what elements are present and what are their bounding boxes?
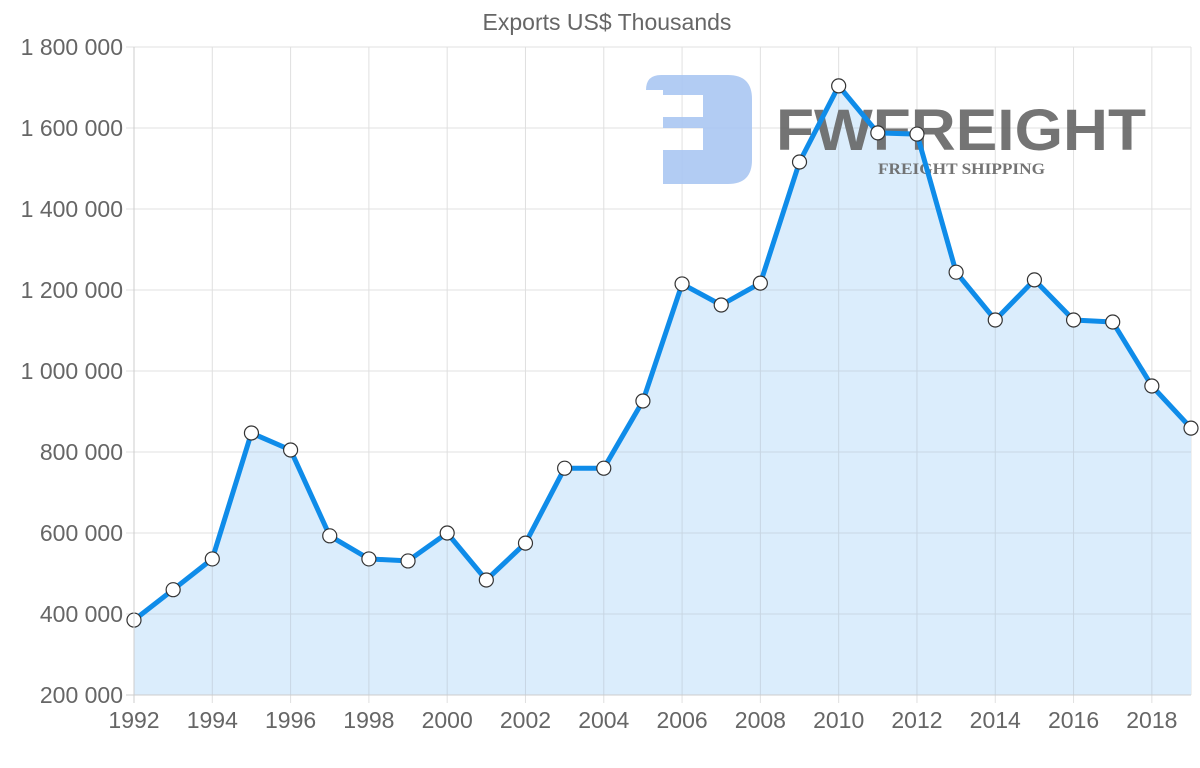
data-point-1996[interactable]	[282, 442, 299, 458]
x-tick-label: 1994	[187, 707, 238, 733]
x-tick-label: 1998	[343, 707, 394, 733]
y-tick-label: 1 200 000	[21, 277, 123, 303]
x-tick-label: 2004	[578, 707, 629, 733]
data-point-2006[interactable]	[674, 276, 690, 292]
data-point-2009[interactable]	[791, 154, 808, 170]
x-tick-label: 1992	[108, 707, 159, 733]
data-point-2014[interactable]	[987, 312, 1003, 328]
x-axis: 1992 1994 1996 1998 2000 2002 2004 2006 2008 2010…	[108, 694, 1191, 733]
x-tick-label: 2016	[1048, 707, 1099, 733]
data-point-2001[interactable]	[478, 572, 494, 588]
y-tick-label: 800 000	[40, 439, 123, 465]
watermark-tagline: FREIGHT SHIPPING	[878, 161, 1046, 178]
x-tick-label: 2018	[1126, 707, 1177, 733]
data-point-2011[interactable]	[870, 125, 886, 141]
area-fill-path	[134, 85, 1191, 695]
data-point-2003[interactable]	[557, 460, 573, 476]
fwfreight-watermark: FWFREIGHT FREIGHT SHIPPING	[646, 75, 1146, 184]
data-point-1999[interactable]	[400, 553, 416, 569]
x-tick-label: 2010	[813, 707, 864, 733]
data-point-1997[interactable]	[322, 528, 338, 544]
data-point-2004[interactable]	[596, 460, 612, 476]
x-tick-label: 2002	[500, 707, 551, 733]
chart-title: Exports US$ Thousands	[483, 9, 732, 35]
y-tick-label: 1 000 000	[21, 358, 123, 384]
data-point-2008[interactable]	[752, 275, 768, 291]
data-point-2015[interactable]	[1026, 272, 1043, 288]
y-tick-label: 400 000	[40, 601, 123, 627]
watermark-brand: FWFREIGHT	[776, 98, 1146, 163]
y-tick-label: 1 800 000	[21, 34, 123, 60]
x-tick-label: 1996	[265, 707, 316, 733]
series-line-path	[131, 83, 1194, 623]
data-point-1998[interactable]	[361, 551, 377, 567]
x-tick-label: 2014	[970, 707, 1021, 733]
fwfreight-logo-icon	[646, 75, 752, 184]
data-point-1995[interactable]	[243, 425, 260, 441]
data-point-1993[interactable]	[165, 582, 181, 598]
data-point-2010[interactable]	[831, 78, 847, 94]
data-point-2013[interactable]	[948, 264, 964, 280]
x-tick-label: 2006	[656, 707, 707, 733]
data-point-2000[interactable]	[439, 525, 455, 541]
x-tick-label: 2000	[422, 707, 473, 733]
data-point-2007[interactable]	[713, 297, 729, 313]
x-tick-label: 2012	[891, 707, 942, 733]
data-point-2012[interactable]	[909, 126, 925, 142]
y-tick-label: 600 000	[40, 520, 123, 546]
y-axis: 200 000 400 000 600 000 800 000 1 000 000 1 2…	[21, 34, 135, 708]
data-point-2002[interactable]	[517, 535, 534, 551]
data-point-markers	[126, 78, 1199, 628]
data-point-2018[interactable]	[1144, 378, 1160, 394]
data-point-2016[interactable]	[1065, 312, 1082, 328]
x-tick-label: 2008	[735, 707, 786, 733]
y-tick-label: 200 000	[40, 682, 123, 708]
y-tick-label: 1 400 000	[21, 196, 123, 222]
series-line	[131, 83, 1194, 623]
data-point-2017[interactable]	[1105, 314, 1121, 330]
data-point-2005[interactable]	[635, 393, 651, 409]
y-tick-label: 1 600 000	[21, 115, 123, 141]
data-point-2019[interactable]	[1183, 420, 1199, 436]
data-point-1994[interactable]	[204, 551, 220, 567]
